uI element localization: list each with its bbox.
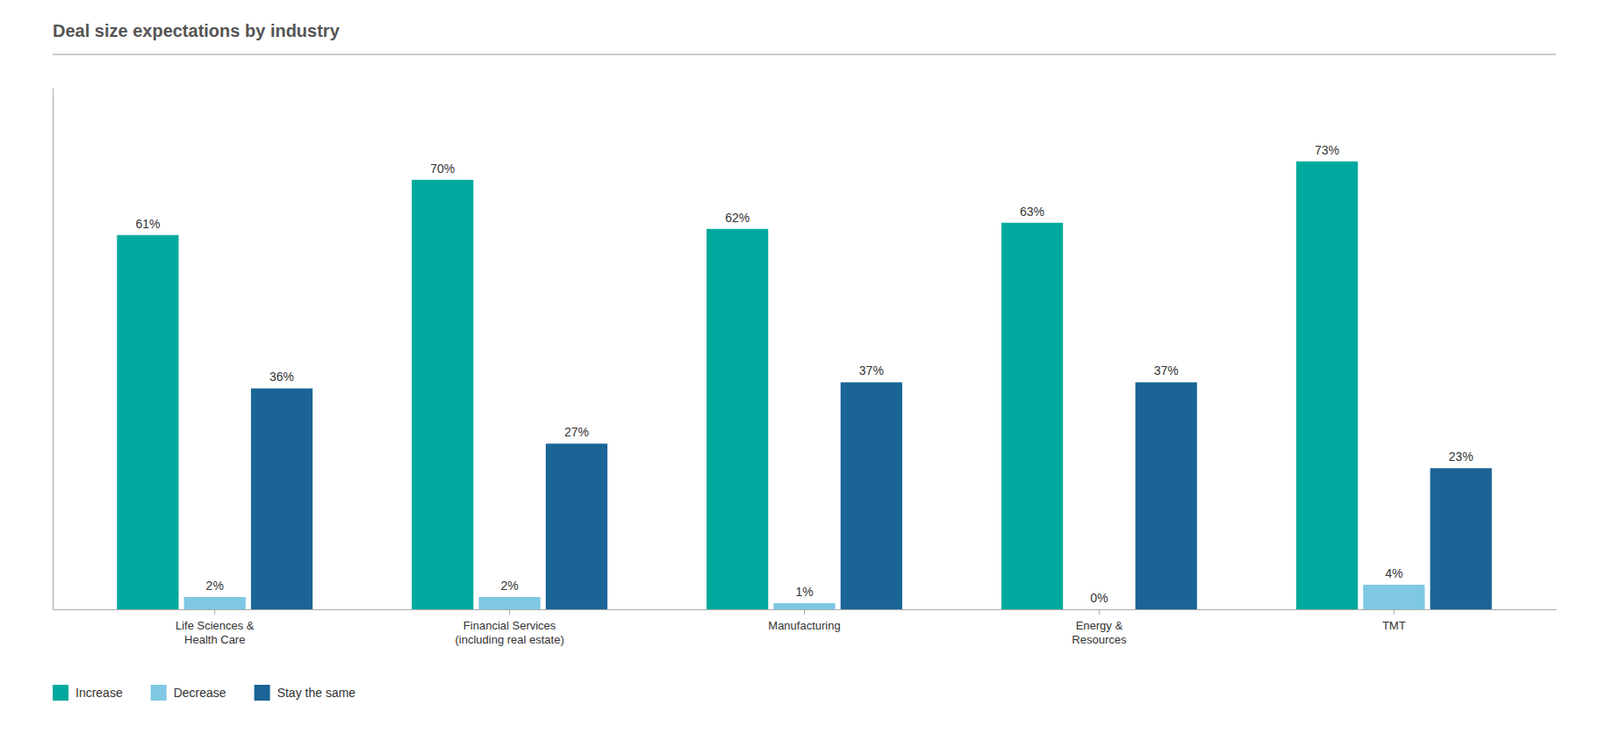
data-label: 37% [859, 363, 884, 378]
x-tick-label-line: TMT [1382, 618, 1407, 632]
bar [479, 596, 541, 610]
bar [1363, 584, 1425, 610]
x-tick: TMT [1382, 609, 1407, 632]
data-label: 70% [430, 161, 455, 176]
data-label: 1% [795, 584, 813, 599]
x-tick: Energy &Resources [1071, 609, 1127, 646]
data-label: 61% [135, 216, 160, 231]
x-tick-mark [1098, 609, 1100, 615]
bar [706, 229, 768, 610]
x-tick-label-line: Financial Services [463, 618, 557, 632]
x-tick-label-line: Resources [1071, 632, 1127, 646]
legend-item: Decrease [150, 684, 227, 701]
x-tick-label: Financial Services(including real estate… [454, 618, 564, 646]
top-rule [52, 54, 1557, 56]
x-tick-mark [214, 609, 216, 615]
data-labels: 61% 70% 62% 63% 73% 2% 2% 1% 0% 4% 36% 27% 37% 37% 23% [135, 143, 1473, 605]
legend-swatch [150, 684, 167, 701]
legend-swatch [254, 684, 271, 701]
bar [116, 235, 179, 610]
data-label: 23% [1449, 449, 1474, 464]
bar [1429, 467, 1492, 610]
data-label: 36% [269, 369, 295, 384]
bar [1068, 609, 1130, 610]
background [0, 0, 1600, 741]
bar-series [251, 381, 1493, 610]
bars [116, 161, 1492, 610]
x-tick-label: Life Sciences &Health Care [175, 618, 255, 646]
bar [1001, 222, 1063, 610]
x-tick-label-line: Energy & [1076, 618, 1124, 632]
legend-swatch [52, 684, 69, 701]
x-tick-label-line: Manufacturing [767, 618, 840, 632]
bar [545, 443, 608, 610]
bar-series [184, 584, 1426, 610]
x-tick: Financial Services(including real estate… [454, 609, 564, 646]
x-tick: Manufacturing [767, 609, 840, 632]
x-tick-label-line: Health Care [184, 632, 245, 646]
x-tick-mark [1393, 609, 1395, 615]
legend-item: Increase [52, 684, 123, 701]
legend-item: Stay the same [254, 684, 357, 701]
bar [1135, 381, 1198, 610]
x-tick-mark [803, 609, 805, 615]
data-label: 27% [564, 424, 589, 439]
bar [251, 387, 313, 610]
data-label: 73% [1314, 143, 1340, 158]
x-tick-label: Manufacturing [767, 618, 840, 632]
bar [840, 381, 903, 610]
legend: Increase Decrease Stay the same [52, 684, 356, 701]
plot: 61% 70% 62% 63% 73% 2% 2% 1% 0% 4% 36% 27% 37% 37% 23%… [53, 88, 1557, 646]
x-tick: Life Sciences &Health Care [175, 609, 255, 646]
y-axis [52, 88, 54, 610]
data-label: 0% [1090, 590, 1108, 605]
x-tick-mark [509, 609, 510, 615]
x-tick-label: Energy &Resources [1071, 618, 1127, 646]
x-axis: Life Sciences &Health Care Financial Serv… [53, 609, 1557, 646]
legend-label: Increase [75, 685, 123, 700]
x-tick-label-line: Life Sciences & [175, 618, 255, 632]
legend-label: Decrease [173, 685, 227, 700]
x-tick-label-line: (including real estate) [454, 632, 564, 646]
data-label: 63% [1019, 204, 1045, 219]
chart: Deal size expectations by industry 61% 70%… [0, 0, 1600, 741]
bar [411, 179, 474, 610]
title: Deal size expectations by industry [52, 21, 341, 41]
x-tick-label: TMT [1382, 618, 1407, 632]
legend-label: Stay the same [277, 685, 357, 700]
data-label: 62% [724, 210, 750, 225]
bar [773, 602, 835, 610]
data-label: 2% [206, 578, 224, 593]
data-label: 37% [1154, 363, 1179, 378]
bar [184, 596, 246, 610]
bar [1296, 161, 1358, 610]
bar-series [116, 161, 1358, 610]
data-label: 2% [501, 578, 519, 593]
y-axis-line [52, 88, 54, 610]
data-label: 4% [1384, 566, 1403, 581]
